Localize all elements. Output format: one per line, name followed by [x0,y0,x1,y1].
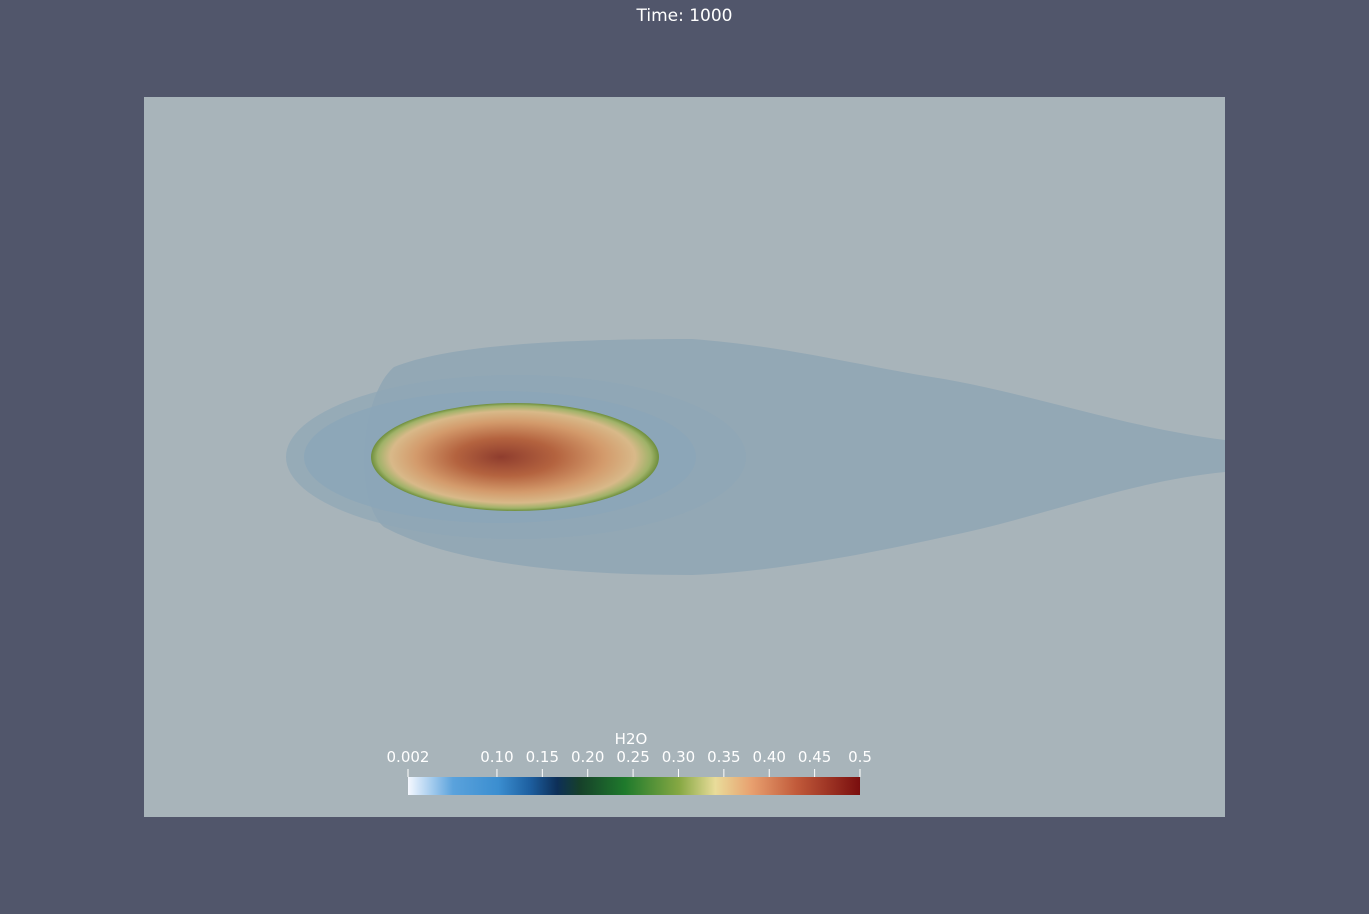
colorbar-tick-label: 0.40 [753,748,786,766]
colorbar-title: H2O [615,730,648,748]
colorbar-tick-label: 0.30 [662,748,695,766]
colorbar-tick-label: 0.15 [526,748,559,766]
colorbar-tick-label: 0.002 [387,748,430,766]
colorbar-tick-label: 0.25 [616,748,649,766]
colorbar-gradient [408,777,860,795]
plume-core [371,403,659,511]
colorbar: H2O 0.002 0.10 0.15 0.20 0.25 0.30 0.35 0.40 0.4… [387,730,872,795]
colorbar-ticks: 0.002 0.10 0.15 0.20 0.25 0.30 0.35 0.40 0.45 0.5 [387,748,872,777]
render-viewport[interactable]: H2O 0.002 0.10 0.15 0.20 0.25 0.30 0.35 0.40 0.4… [144,97,1225,817]
colorbar-tick-label: 0.5 [848,748,872,766]
scene-canvas: H2O 0.002 0.10 0.15 0.20 0.25 0.30 0.35 0.40 0.4… [144,97,1225,817]
colorbar-tick-label: 0.20 [571,748,604,766]
time-label: Time: 1000 [636,6,733,26]
colorbar-tick-label: 0.35 [707,748,740,766]
colorbar-tick-label: 0.10 [480,748,513,766]
colorbar-tick-label: 0.45 [798,748,831,766]
